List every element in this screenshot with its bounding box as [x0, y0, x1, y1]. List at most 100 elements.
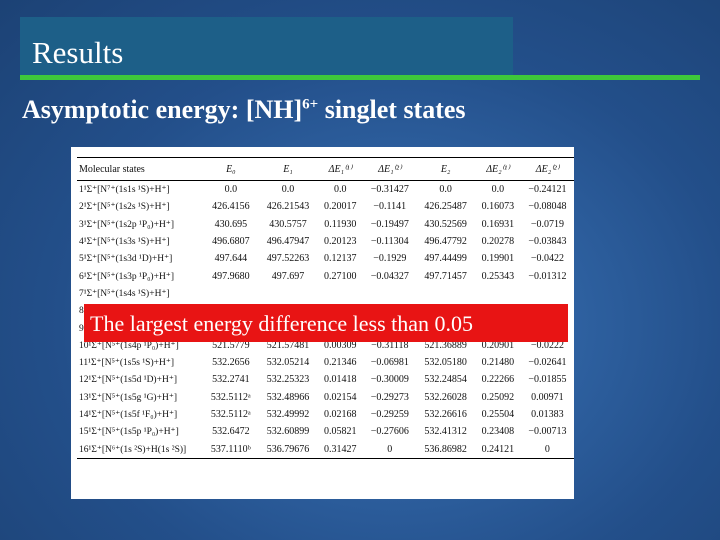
value-cell: 521.5779: [212, 339, 250, 351]
value-cell: −0.30009: [370, 374, 409, 386]
value-cell: 536.86982: [416, 440, 475, 459]
value-cell: 537.1110ᵇ: [203, 440, 259, 459]
value-cell: 496.6807: [212, 236, 250, 248]
value-cell: 532.5112ᵃ: [210, 409, 251, 420]
table-row: 2¹Σ⁺[N⁵⁺(1s2s ¹S)+H⁺] 426.4156 426.21543 0.…: [77, 198, 574, 215]
value-cell: −0.00713: [528, 426, 567, 438]
value-cell: 0.25092: [481, 391, 515, 403]
value-cell: [203, 285, 259, 302]
value-cell: 0.16073: [481, 201, 515, 213]
value-cell: 0.02154: [324, 391, 357, 403]
value-cell: 532.2741: [212, 374, 250, 386]
value-cell: 0.01383: [531, 409, 564, 420]
value-cell: 532.41312: [424, 426, 467, 438]
value-cell: 497.52263: [266, 253, 310, 265]
state-cell: 16¹Σ⁺[N⁶⁺(1s ²S)+H(1s ²S)]: [77, 440, 203, 459]
table-row: 15¹Σ⁺[N⁵⁺(1s5p ¹P₀)+H⁺] 532.6472 532.60899…: [77, 423, 574, 440]
value-cell: 532.6472: [212, 426, 250, 438]
value-cell: 532.25323: [266, 374, 310, 386]
table-header-row: Molecular states E₀ E₁ ΔE₁⁽¹⁾ ΔE₁⁽²⁾ E₂ …: [77, 157, 574, 181]
value-cell: 0.0: [439, 184, 452, 196]
state-cell: 2¹Σ⁺[N⁵⁺(1s2s ¹S)+H⁺]: [79, 202, 170, 213]
value-cell: −0.0422: [530, 253, 564, 265]
subtitle-main: Asymptotic energy: [NH]: [22, 95, 303, 124]
value-cell: 532.26028: [424, 391, 467, 403]
value-cell: −0.06981: [370, 357, 409, 369]
value-cell: [259, 285, 318, 302]
value-cell: −0.04327: [370, 270, 409, 282]
table-row: 16¹Σ⁺[N⁶⁺(1s ²S)+H(1s ²S)] 537.1110ᵇ 536.7…: [77, 440, 574, 459]
value-cell: 497.644: [214, 253, 248, 265]
header-e1: E₁: [258, 157, 318, 181]
value-cell: 0.0: [491, 184, 505, 196]
state-cell: 3¹Σ⁺[N⁵⁺(1s2p ¹P₀)+H⁺]: [79, 219, 174, 230]
table-row: 4¹Σ⁺[N⁵⁺(1s3s ¹S)+H⁺] 496.6807 496.47947 0.…: [77, 233, 574, 250]
value-cell: 0.25343: [481, 270, 515, 282]
value-cell: 0.00971: [531, 391, 564, 403]
state-cell: 11¹Σ⁺[N⁵⁺(1s5s ¹S)+H⁺]: [79, 358, 175, 369]
value-cell: 0.0: [224, 184, 238, 196]
table-row: 13¹Σ⁺[N⁵⁺(1s5g ¹G)+H⁺] 532.5112ᵃ 532.48966…: [77, 389, 574, 406]
state-cell: 5¹Σ⁺[N⁵⁺(1s3d ¹D)+H⁺]: [79, 254, 173, 265]
value-cell: 0.24121: [474, 440, 521, 459]
value-cell: −0.0719: [530, 218, 564, 230]
value-cell: −0.27606: [370, 426, 409, 438]
value-cell: 426.25487: [424, 201, 467, 213]
table-row: 11¹Σ⁺[N⁵⁺(1s5s ¹S)+H⁺] 532.2656 532.05214 0…: [77, 354, 574, 371]
value-cell: −0.1141: [373, 201, 407, 213]
value-cell: 0.22266: [481, 374, 515, 386]
state-cell: 6¹Σ⁺[N⁵⁺(1s3p ¹P₀)+H⁺]: [79, 271, 174, 282]
value-cell: 0.19901: [481, 253, 515, 265]
header-molecular-states: Molecular states: [77, 157, 203, 181]
energy-table: Molecular states E₀ E₁ ΔE₁⁽¹⁾ ΔE₁⁽²⁾ E₂ …: [77, 157, 574, 459]
value-cell: 536.79676: [258, 440, 318, 459]
value-cell: −0.19497: [370, 218, 409, 230]
state-cell: 15¹Σ⁺[N⁵⁺(1s5p ¹P₀)+H⁺]: [79, 427, 179, 438]
value-cell: 497.71457: [424, 270, 467, 282]
header-de2-2: ΔE₂⁽²⁾: [520, 157, 574, 181]
value-cell: 0.02168: [324, 409, 357, 420]
value-cell: [416, 285, 475, 302]
subtitle-tail: singlet states: [318, 95, 466, 124]
value-cell: 521.57481: [266, 339, 310, 351]
value-cell: −0.31427: [370, 184, 409, 196]
table-body: 1¹Σ⁺[N⁷⁺(1s1s ¹S)+H⁺] 0.0 0.0 0.0 −0.31427 0.…: [77, 181, 574, 459]
value-cell: 0: [363, 440, 417, 459]
value-cell: −0.0222: [530, 339, 564, 351]
value-cell: 0.27100: [324, 270, 357, 282]
value-cell: 532.26616: [424, 409, 467, 420]
value-cell: −0.24121: [528, 184, 567, 196]
value-cell: −0.29273: [370, 391, 409, 403]
value-cell: 0.25504: [481, 409, 515, 420]
value-cell: [317, 285, 363, 302]
value-cell: 532.2656: [212, 357, 250, 369]
state-cell: 14¹Σ⁺[N⁵⁺(1s5f ¹F₀)+H⁺]: [79, 410, 178, 420]
value-cell: 0.0: [334, 184, 347, 196]
slide-title: Results: [32, 35, 124, 70]
value-cell: [363, 285, 416, 302]
value-cell: 0.20123: [324, 236, 357, 248]
subtitle-superscript: 6+: [302, 96, 319, 113]
value-cell: 0.05821: [324, 426, 357, 438]
value-cell: 532.24854: [424, 374, 467, 386]
value-cell: −0.03843: [528, 236, 567, 248]
value-cell: 496.47947: [266, 236, 310, 248]
value-cell: 430.52569: [424, 218, 467, 230]
state-cell: 10¹Σ⁺[N⁵⁺(1s4p ¹P₀)+H⁺]: [79, 340, 179, 351]
value-cell: 0.12137: [324, 253, 357, 265]
header-e0: E₀: [203, 157, 259, 181]
value-cell: 532.48966: [266, 391, 310, 403]
value-cell: 496.47792: [424, 236, 467, 248]
value-cell: −0.29259: [370, 409, 409, 420]
state-cell: 4¹Σ⁺[N⁵⁺(1s3s ¹S)+H⁺]: [79, 237, 170, 248]
header-e2: E₂: [416, 157, 475, 181]
value-cell: 0.21480: [481, 357, 515, 369]
header-de1-1: ΔE₁⁽¹⁾: [317, 157, 364, 181]
value-cell: −0.01855: [528, 374, 567, 386]
title-underline: [20, 75, 700, 80]
value-cell: 0.01418: [324, 374, 357, 386]
value-cell: 521.36889: [424, 339, 467, 351]
table-row: 5¹Σ⁺[N⁵⁺(1s3d ¹D)+H⁺] 497.644 497.52263 0.1…: [77, 250, 574, 267]
value-cell: 0: [520, 440, 574, 459]
value-cell: −0.31118: [371, 339, 409, 351]
